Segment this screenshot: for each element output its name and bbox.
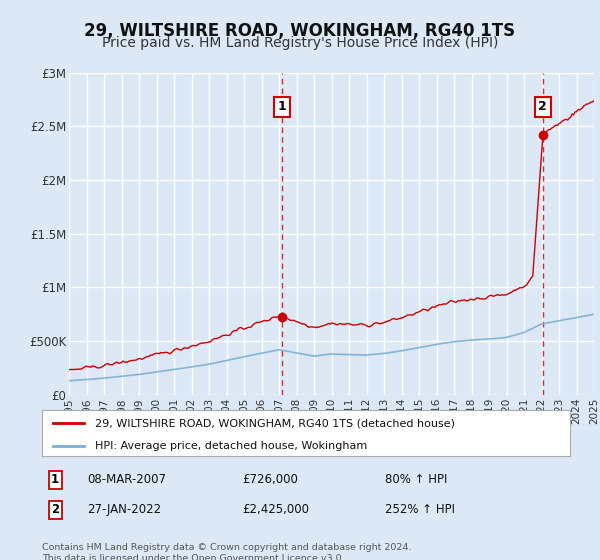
Text: 252% ↑ HPI: 252% ↑ HPI — [385, 503, 455, 516]
Text: HPI: Average price, detached house, Wokingham: HPI: Average price, detached house, Woki… — [95, 441, 367, 451]
Text: 80% ↑ HPI: 80% ↑ HPI — [385, 473, 448, 486]
Text: 2: 2 — [538, 100, 547, 113]
Text: 2: 2 — [51, 503, 59, 516]
Text: 29, WILTSHIRE ROAD, WOKINGHAM, RG40 1TS (detached house): 29, WILTSHIRE ROAD, WOKINGHAM, RG40 1TS … — [95, 418, 455, 428]
Text: £2,425,000: £2,425,000 — [242, 503, 310, 516]
Text: 08-MAR-2007: 08-MAR-2007 — [87, 473, 166, 486]
Text: 29, WILTSHIRE ROAD, WOKINGHAM, RG40 1TS: 29, WILTSHIRE ROAD, WOKINGHAM, RG40 1TS — [85, 22, 515, 40]
Text: Price paid vs. HM Land Registry's House Price Index (HPI): Price paid vs. HM Land Registry's House … — [102, 36, 498, 50]
Text: Contains HM Land Registry data © Crown copyright and database right 2024.
This d: Contains HM Land Registry data © Crown c… — [42, 543, 412, 560]
Text: 1: 1 — [278, 100, 287, 113]
Text: 1: 1 — [51, 473, 59, 486]
Text: £726,000: £726,000 — [242, 473, 299, 486]
Text: 27-JAN-2022: 27-JAN-2022 — [87, 503, 161, 516]
